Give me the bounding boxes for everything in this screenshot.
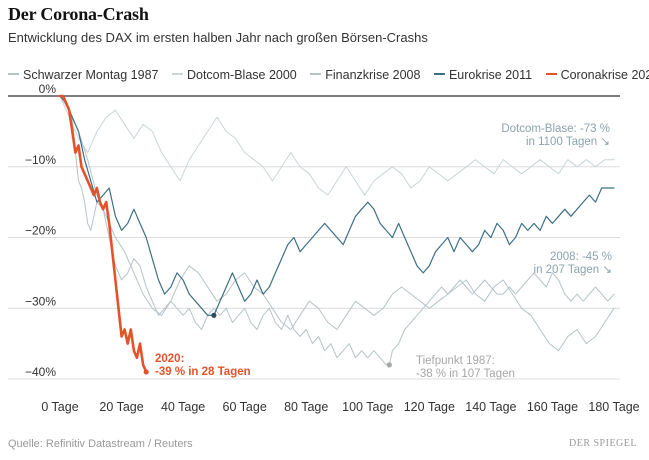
legend-item-2020[interactable]: Coronakrise 2020 bbox=[545, 68, 649, 82]
brand-logo: DER SPIEGEL bbox=[569, 438, 637, 449]
legend-swatch-2000 bbox=[171, 72, 183, 75]
legend-label-2020: Coronakrise 2020 bbox=[560, 68, 649, 82]
y-axis-labels: 0% −10% −20% −30% −40% bbox=[25, 82, 56, 379]
annotation-line: -38 % in 107 Tagen bbox=[416, 368, 515, 380]
y-tick-label: −10% bbox=[25, 153, 56, 167]
annotation-line: Tiefpunkt 1987: bbox=[416, 355, 495, 367]
x-tick-label: 160 Tage bbox=[527, 400, 578, 414]
legend-label-2008: Finanzkrise 2008 bbox=[325, 68, 421, 82]
y-tick-label: −40% bbox=[25, 365, 56, 379]
legend-swatch-2008 bbox=[310, 72, 322, 75]
x-tick-label: 60 Tage bbox=[223, 400, 267, 414]
annotation-line: Dotcom-Blase: -73 % bbox=[501, 123, 610, 135]
legend-label-1987: Schwarzer Montag 1987 bbox=[23, 68, 159, 82]
annotation-corona: 2020: -39 % in 28 Tagen bbox=[155, 353, 251, 378]
data-point-marker bbox=[143, 369, 149, 375]
x-tick-label: 180 Tage bbox=[588, 400, 639, 414]
x-tick-label: 80 Tage bbox=[284, 400, 328, 414]
source-note: Quelle: Refinitiv Datastream / Reuters bbox=[8, 438, 193, 450]
x-tick-label: 0 Tage bbox=[41, 400, 78, 414]
annotation-dotcom: Dotcom-Blase: -73 % in 1100 Tagen ↘ bbox=[501, 123, 610, 148]
x-tick-label: 100 Tage bbox=[342, 400, 393, 414]
series-line-4[interactable] bbox=[59, 95, 615, 316]
data-point-marker bbox=[211, 312, 217, 318]
y-tick-label: 0% bbox=[39, 82, 57, 96]
data-markers bbox=[143, 312, 392, 375]
x-axis-labels: 0 Tage 20 Tage 40 Tage 60 Tage 80 Tage 100 Ta… bbox=[41, 400, 639, 414]
y-tick-label: −20% bbox=[25, 224, 56, 238]
x-tick-label: 20 Tage bbox=[99, 400, 143, 414]
legend: Schwarzer Montag 1987 Dotcom-Blase 2000 … bbox=[8, 68, 649, 82]
x-tick-label: 120 Tage bbox=[404, 400, 455, 414]
annotation-tiefpunkt: Tiefpunkt 1987: -38 % in 107 Tagen bbox=[416, 355, 515, 380]
legend-label-2000: Dotcom-Blase 2000 bbox=[186, 68, 297, 82]
series-line-2[interactable] bbox=[59, 95, 615, 196]
x-tick-label: 140 Tage bbox=[465, 400, 516, 414]
legend-swatch-2011 bbox=[433, 72, 445, 75]
chart-subtitle: Entwicklung des DAX im ersten halben Jah… bbox=[8, 30, 428, 45]
annotation-line: 2008: -45 % bbox=[550, 251, 612, 263]
data-point-marker bbox=[386, 362, 392, 368]
annotation-line: in 207 Tagen ↘ bbox=[534, 264, 612, 276]
series-line-3[interactable] bbox=[59, 95, 615, 352]
annotation-line: 2020: bbox=[155, 353, 184, 365]
chart-title: Der Corona-Crash bbox=[8, 4, 149, 24]
legend-item-1987[interactable]: Schwarzer Montag 1987 bbox=[8, 68, 159, 82]
legend-item-2011[interactable]: Eurokrise 2011 bbox=[433, 68, 533, 82]
series-lines bbox=[58, 94, 615, 374]
annotations: Dotcom-Blase: -73 % in 1100 Tagen ↘ 2008: … bbox=[155, 123, 612, 380]
annotation-finanz: 2008: -45 % in 207 Tagen ↘ bbox=[534, 251, 612, 276]
series-line-5[interactable] bbox=[58, 94, 148, 374]
series-line-1[interactable] bbox=[59, 95, 615, 366]
legend-item-2008[interactable]: Finanzkrise 2008 bbox=[310, 68, 420, 82]
annotation-line: in 1100 Tagen ↘ bbox=[526, 136, 610, 148]
x-tick-label: 40 Tage bbox=[161, 400, 205, 414]
y-tick-label: −30% bbox=[25, 294, 56, 308]
annotation-line: -39 % in 28 Tagen bbox=[155, 366, 251, 378]
legend-swatch-2020 bbox=[545, 72, 557, 75]
legend-item-2000[interactable]: Dotcom-Blase 2000 bbox=[171, 68, 297, 82]
legend-label-2011: Eurokrise 2011 bbox=[448, 68, 533, 82]
legend-swatch-1987 bbox=[8, 72, 19, 75]
